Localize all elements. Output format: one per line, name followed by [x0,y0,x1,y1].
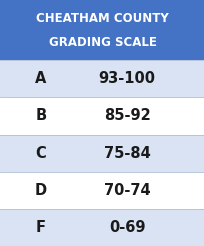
Text: 85-92: 85-92 [103,108,150,123]
Text: D: D [35,183,47,198]
Text: 93-100: 93-100 [98,71,155,86]
Text: C: C [35,146,46,161]
Bar [0,135,204,172]
Bar [0,209,204,246]
Bar [0,172,204,209]
Text: GRADING SCALE: GRADING SCALE [48,36,156,49]
Text: A: A [35,71,47,86]
Text: 70-74: 70-74 [103,183,150,198]
Text: 0-69: 0-69 [108,220,145,235]
Text: F: F [36,220,46,235]
Bar [0,0,204,60]
Text: CHEATHAM COUNTY: CHEATHAM COUNTY [36,12,168,25]
Text: B: B [35,108,46,123]
Bar [0,60,204,97]
Bar [0,97,204,135]
Text: 75-84: 75-84 [103,146,150,161]
